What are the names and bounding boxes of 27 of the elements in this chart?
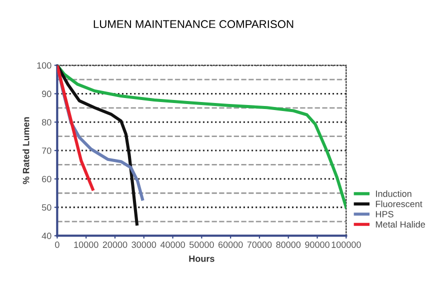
y-tick-label: 50 xyxy=(42,204,52,211)
x-tick-label: 30000 xyxy=(132,242,156,248)
x-tick-label: 10000 xyxy=(74,242,98,248)
x-axis-title: Hours xyxy=(189,256,214,262)
x-tick-label: 90000 xyxy=(305,242,330,248)
x-tick-label: 0 xyxy=(55,242,60,248)
y-tick-label: 100 xyxy=(37,62,52,69)
legend-label: Metal Halide xyxy=(376,220,425,228)
x-tick-label: 80000 xyxy=(276,242,301,248)
chart-title: LUMEN MAINTENANCE COMPARISON xyxy=(94,20,294,28)
line-series xyxy=(57,65,138,226)
y-tick-label: 60 xyxy=(42,176,52,182)
legend-label: Induction xyxy=(376,190,412,197)
y-tick-label: 80 xyxy=(42,119,52,126)
legend-label: Fluorescent xyxy=(376,200,422,208)
x-tick-label: 50000 xyxy=(189,242,214,248)
x-tick-label: 100000 xyxy=(332,242,361,248)
legend-label: HPS xyxy=(376,211,394,218)
x-tick-label: 40000 xyxy=(160,242,185,248)
y-tick-label: 70 xyxy=(42,147,52,154)
x-tick-label: 20000 xyxy=(102,242,128,248)
x-tick-label: 70000 xyxy=(247,242,272,248)
x-tick-label: 60000 xyxy=(218,242,243,248)
y-tick-label: 40 xyxy=(42,232,52,240)
y-tick-label: 90 xyxy=(42,90,52,98)
y-axis-title: % Rated Lumen xyxy=(22,117,30,184)
line-series xyxy=(57,65,94,191)
